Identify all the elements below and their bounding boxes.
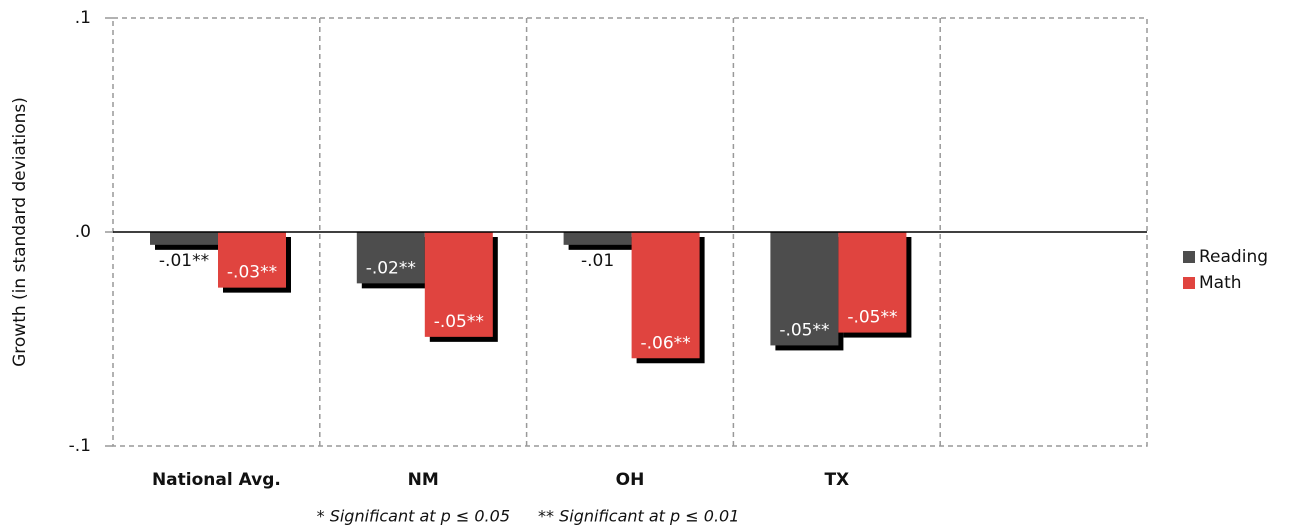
y-tick-label: .0 — [75, 222, 91, 242]
bar — [563, 232, 632, 245]
value-label: -.06** — [641, 333, 691, 353]
y-tick-label: .1 — [75, 8, 91, 28]
value-label: -.05** — [434, 312, 484, 332]
bar — [631, 232, 700, 359]
bar — [150, 232, 218, 245]
footnote: ** Significant at p ≤ 0.01 — [538, 507, 739, 526]
bar — [356, 232, 425, 284]
y-axis-label: Growth (in standard deviations) — [10, 97, 30, 367]
value-label: -.01** — [159, 251, 209, 271]
legend-label: Math — [1199, 273, 1242, 293]
legend-swatch — [1183, 277, 1195, 289]
value-label: -.05** — [847, 308, 897, 328]
legend-label: Reading — [1199, 247, 1268, 267]
footnote: * Significant at p ≤ 0.05 — [317, 507, 510, 526]
bar — [770, 232, 839, 346]
value-label: -.05** — [779, 320, 829, 340]
x-tick-label: National Avg. — [152, 470, 281, 490]
y-tick-label: -.1 — [69, 436, 91, 456]
legend-swatch — [1183, 251, 1195, 263]
value-label: -.03** — [227, 263, 277, 283]
bar — [424, 232, 493, 337]
x-tick-label: NM — [408, 470, 439, 490]
bar — [838, 232, 907, 333]
x-tick-label: OH — [616, 470, 645, 490]
x-tick-label: TX — [824, 470, 849, 490]
bar — [218, 232, 286, 288]
value-label: -.02** — [366, 258, 416, 278]
value-label: -.01 — [581, 251, 614, 271]
